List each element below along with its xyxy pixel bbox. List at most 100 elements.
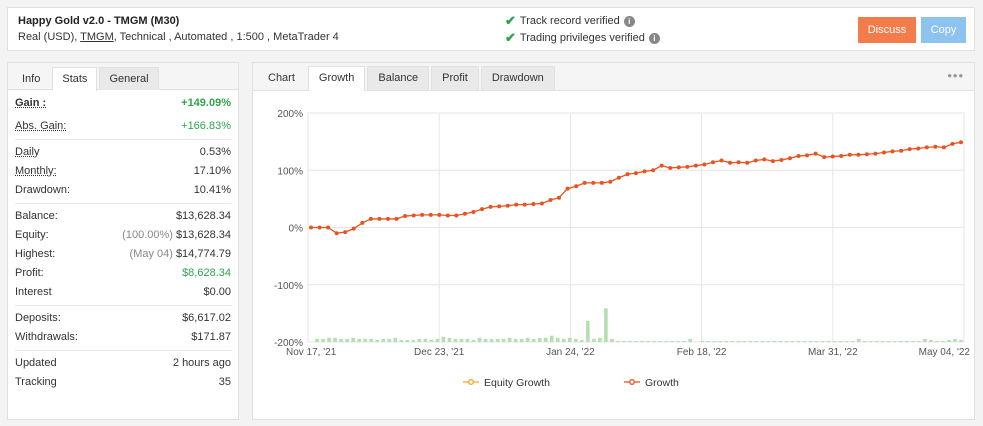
growth-point bbox=[736, 160, 741, 165]
y-tick-label: -200% bbox=[274, 338, 303, 349]
daily-bar bbox=[549, 335, 554, 342]
growth-point bbox=[377, 216, 382, 221]
daily-bar bbox=[796, 340, 801, 342]
growth-point bbox=[805, 153, 810, 158]
daily-bar bbox=[580, 339, 584, 342]
gain-label[interactable]: Gain : bbox=[15, 97, 47, 109]
daily-bar bbox=[911, 340, 915, 342]
daily-bar bbox=[899, 340, 903, 342]
tab-stats[interactable]: Stats bbox=[52, 67, 98, 91]
daily-bar bbox=[465, 338, 470, 342]
copy-button[interactable]: Copy bbox=[921, 17, 966, 43]
stat-profit: Profit: $8,628.34 bbox=[15, 264, 231, 283]
growth-point bbox=[941, 145, 946, 150]
interest-label: Interest bbox=[15, 286, 52, 298]
broker-link[interactable]: TMGM bbox=[80, 31, 114, 43]
daily-bar bbox=[501, 338, 506, 342]
stat-highest: Highest: (May 04) $14,774.79 bbox=[15, 245, 231, 264]
daily-bar bbox=[345, 338, 349, 342]
balance-label: Balance: bbox=[15, 210, 58, 222]
tab-growth[interactable]: Growth bbox=[307, 66, 366, 91]
tab-info[interactable]: Info bbox=[22, 73, 41, 85]
growth-point bbox=[659, 163, 664, 168]
withdrawals-value: $171.87 bbox=[191, 331, 231, 343]
growth-point bbox=[847, 152, 852, 157]
account-header: Happy Gold v2.0 - TMGM (M30) Real (USD),… bbox=[7, 7, 975, 51]
daily-bar bbox=[447, 337, 452, 342]
daily-bar bbox=[598, 337, 602, 342]
tracking-value: 35 bbox=[218, 376, 231, 388]
daily-bar bbox=[736, 340, 741, 342]
tab-balance[interactable]: Balance bbox=[367, 66, 430, 90]
daily-bar bbox=[610, 338, 614, 342]
daily-bar bbox=[935, 340, 939, 342]
daily-bar bbox=[953, 338, 957, 342]
trading-privileges-verified: ✔ Trading privileges verified i bbox=[505, 30, 660, 46]
daily-bar bbox=[574, 338, 578, 342]
daily-bar bbox=[917, 340, 921, 342]
profit-label: Profit: bbox=[15, 267, 44, 279]
daily-bar bbox=[941, 340, 945, 342]
daily-bar bbox=[405, 339, 410, 342]
daily-bar bbox=[429, 339, 434, 342]
daily-bar bbox=[784, 340, 789, 342]
growth-point bbox=[856, 152, 861, 157]
daily-bar bbox=[471, 339, 476, 342]
legend-growth-label: Growth bbox=[645, 377, 679, 389]
growth-point bbox=[497, 204, 502, 209]
growth-point bbox=[839, 153, 844, 158]
tab-general[interactable]: General bbox=[99, 67, 159, 90]
daily-bar bbox=[375, 339, 380, 342]
growth-point bbox=[471, 210, 476, 215]
x-tick-label: Dec 23, '21 bbox=[414, 347, 465, 358]
daily-bar bbox=[712, 340, 717, 342]
growth-point bbox=[454, 213, 459, 218]
highest-label: Highest: bbox=[15, 248, 56, 260]
daily-bar bbox=[453, 338, 458, 342]
daily-bar bbox=[411, 339, 416, 342]
growth-point bbox=[557, 195, 562, 200]
x-tick-label: Mar 31, '22 bbox=[808, 347, 858, 358]
growth-chart: 200% 100% 0% -100% -200%Nov 17, '21 Dec 23, '… bbox=[274, 109, 970, 389]
monthly-label[interactable]: Monthly: bbox=[15, 165, 57, 177]
stat-gain: Gain : +149.09% bbox=[15, 94, 231, 113]
stat-interest: Interest $0.00 bbox=[15, 283, 231, 302]
tab-drawdown[interactable]: Drawdown bbox=[480, 66, 555, 90]
daily-bar bbox=[892, 340, 897, 342]
stats-panel: Info Stats General Gain : +149.09% Abs. … bbox=[7, 62, 239, 420]
growth-point bbox=[616, 175, 621, 180]
growth-point bbox=[753, 158, 758, 163]
growth-point bbox=[514, 202, 519, 207]
daily-bar bbox=[947, 339, 951, 342]
growth-point bbox=[702, 162, 707, 167]
updated-label: Updated bbox=[15, 357, 57, 369]
daily-bar bbox=[531, 338, 536, 342]
daily-bar bbox=[718, 340, 723, 342]
growth-point bbox=[830, 154, 835, 159]
deposits-label: Deposits: bbox=[15, 312, 61, 324]
system-title: Happy Gold v2.0 - TMGM (M30) bbox=[18, 15, 180, 27]
info-icon[interactable]: i bbox=[623, 15, 635, 27]
divider bbox=[15, 139, 231, 140]
daily-label[interactable]: Daily bbox=[15, 146, 40, 158]
tab-chart[interactable]: Chart bbox=[268, 72, 295, 84]
abs-gain-label[interactable]: Abs. Gain: bbox=[15, 120, 67, 132]
tab-profit[interactable]: Profit bbox=[431, 66, 479, 90]
daily-bar bbox=[658, 340, 662, 342]
growth-point bbox=[959, 140, 963, 145]
account-type: Real (USD), bbox=[18, 31, 78, 43]
discuss-button[interactable]: Discuss bbox=[858, 17, 916, 43]
daily-bar bbox=[399, 339, 404, 342]
daily-bar bbox=[676, 340, 680, 342]
more-options-icon[interactable]: ••• bbox=[947, 68, 964, 83]
daily-bar bbox=[844, 340, 849, 342]
stats-tabs: Info Stats General bbox=[8, 63, 238, 91]
daily-bar bbox=[477, 337, 482, 342]
growth-point bbox=[651, 168, 656, 173]
daily-bar bbox=[525, 337, 530, 342]
info-icon[interactable]: i bbox=[648, 32, 660, 44]
daily-bar bbox=[640, 340, 644, 342]
growth-point bbox=[385, 216, 390, 221]
daily-bar bbox=[838, 340, 843, 342]
stat-abs-gain: Abs. Gain: +166.83% bbox=[15, 117, 231, 136]
